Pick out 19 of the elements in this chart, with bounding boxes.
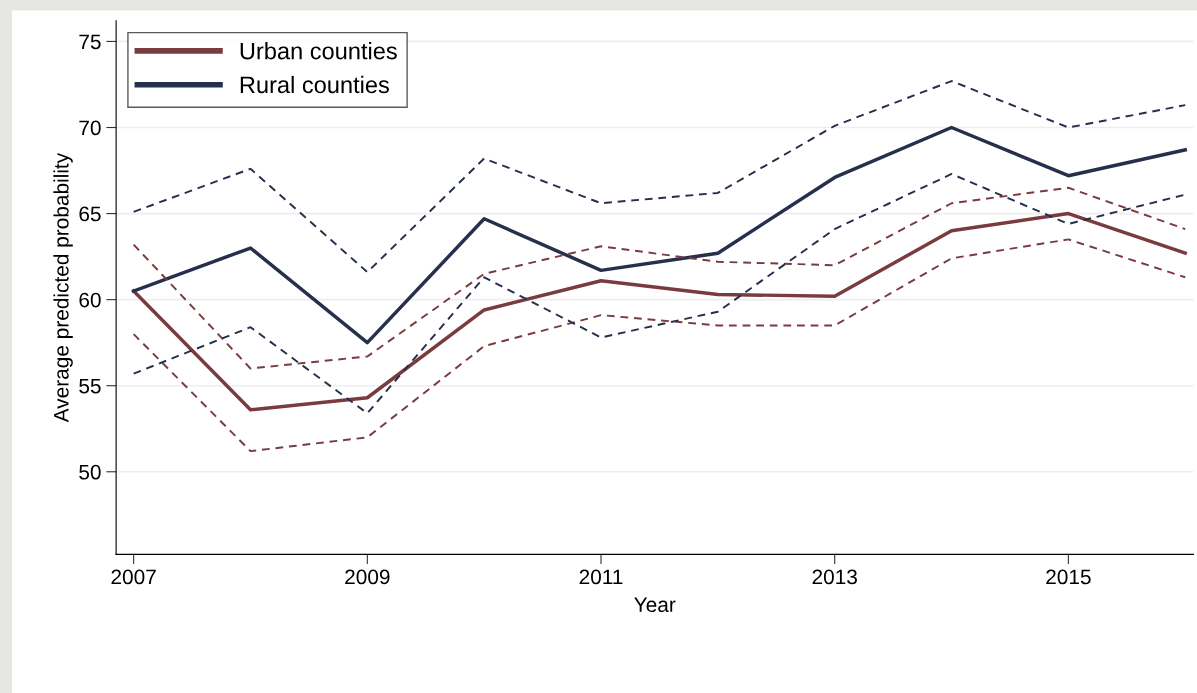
line-series (131, 125, 1187, 345)
x-tick-label: 2013 (812, 569, 857, 585)
y-tick-label: 70 (79, 120, 101, 136)
line-series (131, 211, 1187, 412)
y-tick-label: 60 (79, 292, 101, 308)
line-series (132, 238, 1187, 453)
legend-label: Urban counties (240, 42, 397, 60)
legend-label: Rural counties (240, 75, 389, 94)
x-tick-label: 2015 (1046, 569, 1091, 585)
y-axis-title: Average predicted probability (53, 152, 73, 423)
y-tick-label: 75 (79, 34, 101, 50)
x-tick-label: 2007 (111, 569, 156, 585)
line-series (132, 186, 1187, 370)
x-axis-title: Year (634, 597, 676, 613)
x-tick-label: 2009 (345, 569, 390, 585)
y-tick-label: 55 (79, 378, 101, 394)
y-tick-label: 65 (79, 206, 101, 222)
x-tick-label: 2011 (579, 569, 623, 585)
y-tick-label: 50 (79, 464, 101, 480)
